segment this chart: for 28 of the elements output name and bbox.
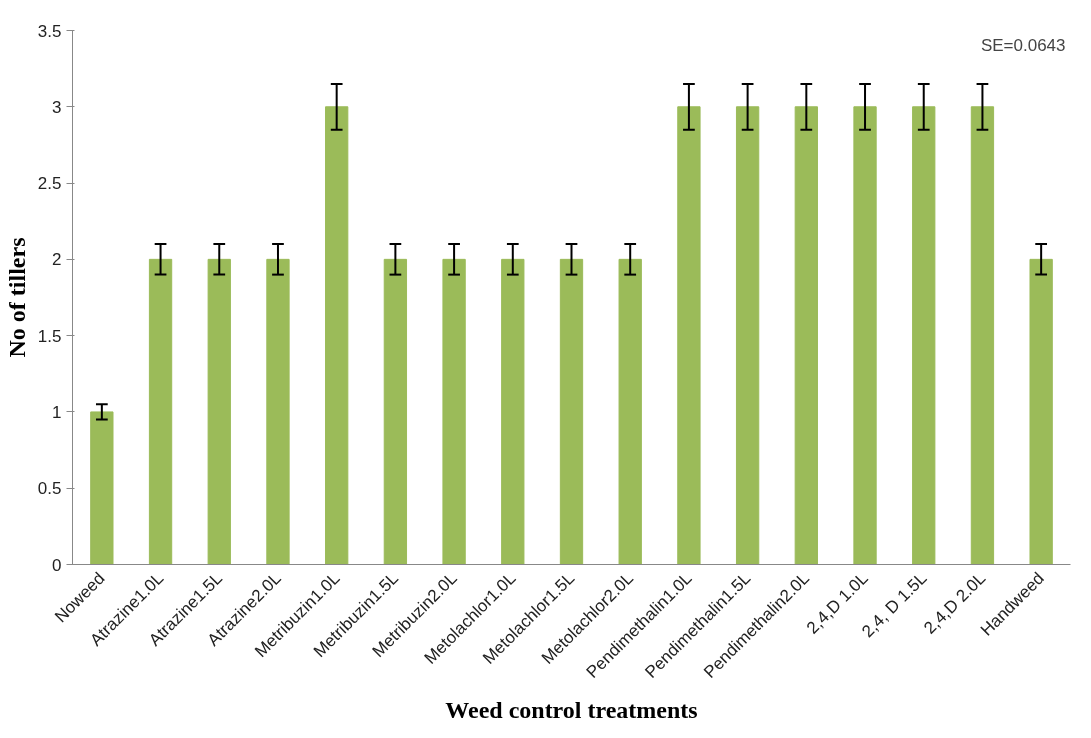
- bar: [266, 258, 290, 565]
- annotation: SE=0.0643: [980, 35, 1066, 55]
- bar: [325, 106, 349, 565]
- bar: [90, 411, 114, 565]
- bar: [912, 106, 936, 565]
- y-tick-label: 0.5: [37, 479, 62, 499]
- bar: [970, 106, 995, 565]
- y-tick-label: 3.5: [37, 21, 62, 41]
- bar: [383, 258, 408, 565]
- bar: [853, 106, 877, 565]
- bar: [618, 258, 642, 565]
- x-axis-title: Weed control treatments: [445, 696, 698, 723]
- y-tick-label: 2: [52, 250, 62, 270]
- y-axis-title: No of tillers: [3, 237, 30, 358]
- bar: [794, 106, 818, 565]
- bar: [442, 258, 466, 565]
- bar: [148, 258, 173, 565]
- y-tick-label: 1.5: [37, 326, 62, 346]
- y-tick-label: 1: [52, 402, 62, 422]
- bar: [559, 258, 584, 565]
- bar: [677, 106, 701, 565]
- y-tick-label: 0: [52, 555, 62, 575]
- bar: [207, 258, 231, 565]
- bar: [1029, 258, 1053, 565]
- bar: [735, 106, 760, 565]
- y-tick-label: 3: [52, 97, 62, 117]
- y-tick-label: 2.5: [37, 174, 62, 194]
- bar: [501, 258, 525, 565]
